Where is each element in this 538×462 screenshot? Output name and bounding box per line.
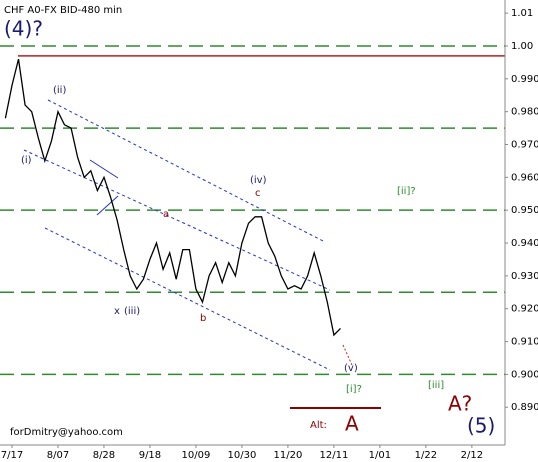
x-tick-label: 12/11 (319, 450, 348, 461)
x-tick-label: 8/28 (93, 450, 115, 461)
x-tick-label: 8/07 (47, 450, 69, 461)
wave-label: [ii]? (397, 186, 416, 197)
wave-label: (ii) (53, 85, 66, 96)
wave-label: (iii) (124, 306, 140, 317)
x-tick-label: 11/20 (273, 450, 302, 461)
watermark: forDmitry@yahoo.com (10, 427, 123, 438)
wave-label: A? (448, 392, 472, 416)
y-tick-label: 0.920 (511, 304, 538, 315)
channel-upper (47, 99, 326, 243)
chart-title: CHF A0-FX BID-480 min (4, 5, 122, 16)
wave-label: c (255, 188, 261, 199)
x-tick-label: 10/09 (182, 450, 211, 461)
y-tick-label: 1.00 (511, 41, 533, 52)
y-tick-label: 0.890 (511, 402, 538, 413)
wave-label: [iii] (428, 380, 444, 391)
y-tick-label: 0.960 (511, 172, 538, 183)
levels (0, 45, 505, 376)
wave-label: (5) (467, 414, 495, 438)
x-tick-label: 1/01 (369, 450, 391, 461)
x-tick-label: 9/18 (139, 450, 161, 461)
x-tick-label: 2/12 (461, 450, 483, 461)
y-tick-label: 1.01 (511, 8, 533, 19)
wave-label: Alt: (310, 420, 327, 431)
x-tick-label: 10/30 (228, 450, 257, 461)
wedge-line (89, 159, 119, 179)
y-tick-label: 0.950 (511, 205, 538, 216)
y-tick-label: 0.970 (511, 140, 538, 151)
y-tick-label: 0.930 (511, 271, 538, 282)
price-line (4, 58, 341, 337)
wave-label: A (345, 412, 359, 436)
wave-label: (iv) (250, 175, 267, 186)
channel-middle (23, 149, 331, 291)
wedge-line (96, 195, 119, 216)
wave-label: (4)? (4, 17, 43, 41)
wave-label: [i]? (346, 384, 362, 395)
x-tick-label: 7/17 (1, 450, 23, 461)
wave-label: x (114, 306, 120, 317)
wave-label: b (200, 313, 206, 324)
y-tick-label: 0.980 (511, 107, 538, 118)
wave-label: a (163, 209, 169, 220)
x-tick-label: 1/22 (415, 450, 437, 461)
y-tick-label: 0.940 (511, 238, 538, 249)
wave-label: (v) (344, 363, 358, 374)
plot (4, 58, 341, 337)
y-tick-label: 0.900 (511, 369, 538, 380)
y-tick-label: 0.990 (511, 74, 538, 85)
y-tick-label: 0.910 (511, 337, 538, 348)
channel-lower (44, 227, 331, 371)
wave-label: (i) (21, 155, 32, 166)
channels (23, 99, 381, 409)
